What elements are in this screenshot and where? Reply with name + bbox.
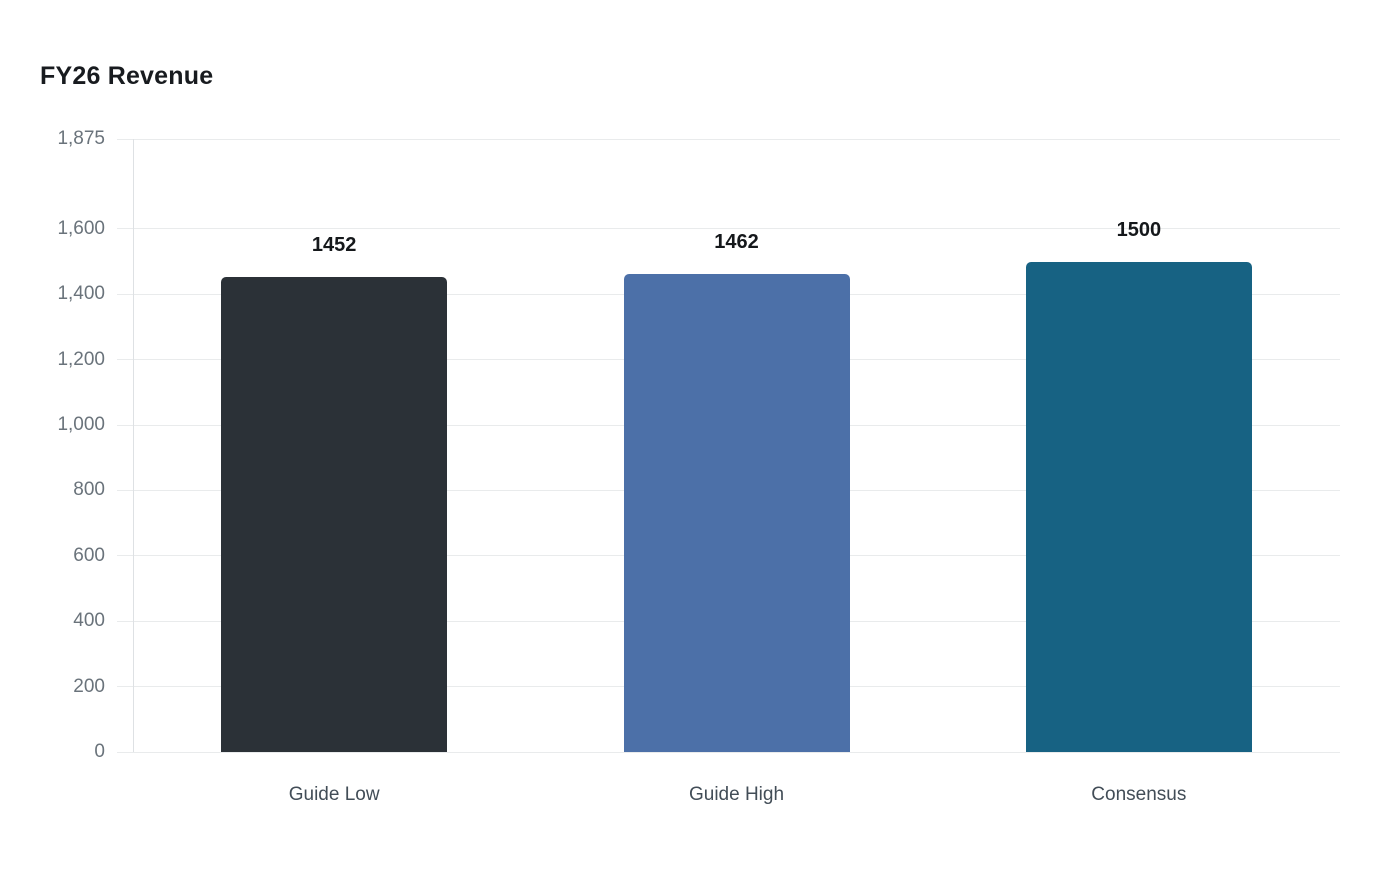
x-category-label: Guide Low (288, 784, 380, 805)
bar-consensus[interactable] (1025, 261, 1252, 752)
gridline (117, 228, 1340, 230)
y-tick-label: 1,200 (57, 348, 105, 370)
y-tick-label: 0 (94, 741, 105, 762)
gridline (117, 751, 1340, 753)
bar-guide-low[interactable] (221, 277, 448, 752)
gridline (117, 138, 1340, 140)
y-axis-line (133, 139, 134, 752)
y-tick-label: 800 (73, 479, 105, 501)
chart-title: FY26 Revenue (40, 62, 214, 90)
y-tick-label: 1,000 (57, 414, 105, 436)
bar-value-label: 1500 (1116, 218, 1162, 241)
bar-value-label: 1462 (714, 231, 759, 254)
x-category-label: Guide High (688, 784, 785, 805)
y-tick-label: 1,600 (57, 217, 105, 239)
y-tick-label: 1,400 (57, 283, 105, 305)
x-category-label: Consensus (1091, 784, 1187, 805)
bar-guide-high[interactable] (623, 274, 850, 752)
y-tick-label: 400 (73, 610, 105, 632)
y-tick-label: 600 (73, 544, 105, 566)
y-tick-label: 200 (73, 675, 105, 697)
bar-value-label: 1452 (311, 234, 357, 257)
y-tick-label: 1,875 (57, 128, 105, 149)
